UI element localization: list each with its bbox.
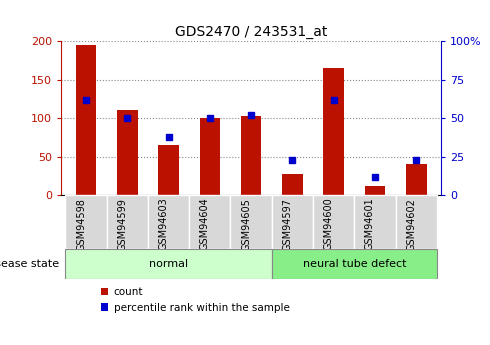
FancyBboxPatch shape (230, 195, 272, 249)
Bar (158, 145, 179, 195)
FancyBboxPatch shape (107, 195, 148, 249)
FancyBboxPatch shape (148, 195, 189, 249)
Text: disease state: disease state (0, 259, 59, 269)
Text: GSM94604: GSM94604 (200, 198, 210, 250)
Bar (199, 118, 220, 195)
FancyBboxPatch shape (65, 249, 272, 279)
Bar (75, 45, 97, 195)
FancyBboxPatch shape (189, 195, 230, 249)
Bar (282, 174, 303, 195)
FancyBboxPatch shape (65, 195, 107, 249)
Text: GSM94605: GSM94605 (241, 198, 251, 250)
Bar (365, 186, 385, 195)
Text: GSM94603: GSM94603 (159, 198, 169, 250)
Bar (241, 116, 262, 195)
FancyBboxPatch shape (354, 195, 395, 249)
FancyBboxPatch shape (272, 195, 313, 249)
FancyBboxPatch shape (272, 249, 437, 279)
Text: GSM94597: GSM94597 (282, 198, 293, 250)
Bar (117, 110, 138, 195)
FancyBboxPatch shape (395, 195, 437, 249)
Text: neural tube defect: neural tube defect (302, 259, 406, 269)
Bar (406, 164, 427, 195)
Title: GDS2470 / 243531_at: GDS2470 / 243531_at (175, 25, 327, 39)
Text: GSM94599: GSM94599 (117, 198, 127, 250)
Text: GSM94598: GSM94598 (76, 198, 86, 250)
Bar (323, 68, 344, 195)
FancyBboxPatch shape (313, 195, 354, 249)
Text: GSM94600: GSM94600 (324, 198, 334, 250)
Text: GSM94602: GSM94602 (406, 198, 416, 250)
Text: GSM94601: GSM94601 (365, 198, 375, 250)
Legend: count, percentile rank within the sample: count, percentile rank within the sample (97, 283, 294, 317)
Text: normal: normal (149, 259, 188, 269)
